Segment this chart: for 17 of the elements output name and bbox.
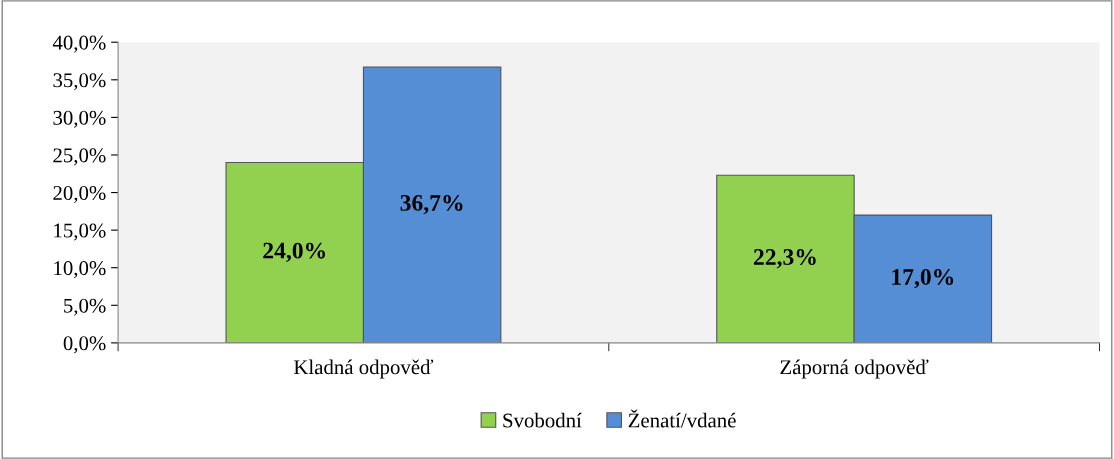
y-tick-label: 10,0%	[54, 261, 106, 279]
y-tick-label: 15,0%	[54, 223, 106, 241]
y-tick-label: 40,0%	[52, 35, 106, 53]
x-tick-label: Kladná odpověď	[293, 359, 434, 379]
y-tick-label: 20,0%	[53, 185, 106, 203]
legend-label: Ženatí/vdané	[628, 409, 736, 428]
legend-label: Svobodní	[503, 412, 582, 428]
x-tick-label: Záporná odpověď	[780, 359, 929, 379]
y-tick-label: 0,0%	[63, 336, 106, 354]
y-tick-label: 25,0%	[53, 148, 106, 166]
data-label: 24,0%	[263, 242, 325, 263]
data-label: 17,0%	[892, 268, 954, 289]
y-tick-label: 5,0%	[64, 298, 106, 316]
data-label: 22,3%	[753, 249, 816, 269]
y-tick-label: 35,0%	[53, 73, 106, 91]
data-label: 36,7%	[400, 194, 463, 215]
y-tick-label: 30,0%	[53, 110, 106, 128]
